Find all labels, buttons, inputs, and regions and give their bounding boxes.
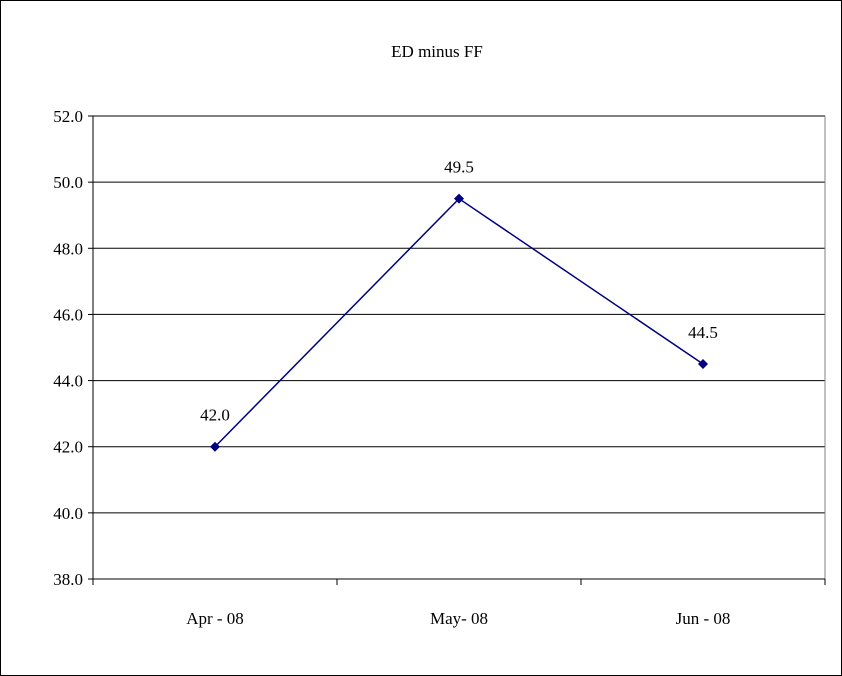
x-axis-ticks: Apr - 08 May- 08 Jun - 08 (92, 579, 826, 628)
y-tick-label: 42.0 (53, 438, 83, 457)
x-tick-label: Apr - 08 (186, 609, 244, 628)
y-tick-label: 44.0 (53, 372, 83, 391)
gridlines (93, 115, 825, 580)
y-tick-label: 46.0 (53, 305, 83, 324)
y-tick-label: 50.0 (53, 173, 83, 192)
y-tick-label: 40.0 (53, 504, 83, 523)
x-tick-label: Jun - 08 (676, 609, 731, 628)
data-label: 42.0 (200, 406, 230, 425)
y-tick-label: 38.0 (53, 570, 83, 589)
y-tick-label: 48.0 (53, 239, 83, 258)
data-labels: 42.0 49.5 44.5 (200, 158, 718, 425)
y-tick-label: 52.0 (53, 107, 83, 126)
data-label: 44.5 (688, 323, 718, 342)
series-line (214, 197, 704, 448)
data-label: 49.5 (444, 158, 474, 177)
data-point-marker (210, 441, 220, 452)
chart-title: ED minus FF (391, 42, 483, 61)
data-point-marker (454, 193, 464, 204)
x-tick-label: May- 08 (430, 609, 488, 628)
axes (92, 116, 826, 580)
y-axis-ticks: 38.0 40.0 42.0 44.0 46.0 48.0 50.0 52.0 (53, 107, 93, 589)
series-line (214, 197, 704, 448)
data-points (210, 193, 708, 452)
data-point-marker (698, 359, 708, 370)
